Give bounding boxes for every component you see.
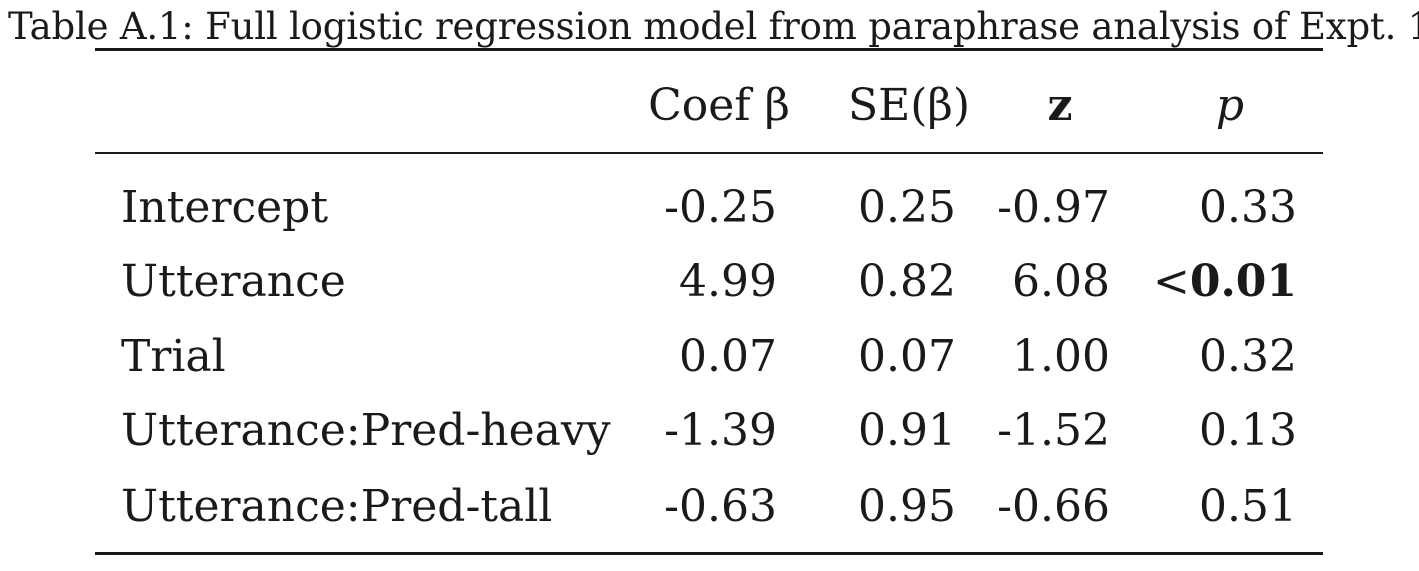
header-z: z: [1047, 80, 1073, 131]
row-p-significant: <0.01: [1130, 256, 1297, 308]
row-z: -0.97: [997, 182, 1110, 233]
row-term: Utterance: [121, 256, 346, 307]
header-se: SE(β): [847, 80, 970, 131]
header-coef: Coef β: [648, 80, 790, 131]
row-p: 0.32: [1199, 331, 1297, 382]
table-header-rule: [95, 152, 1323, 154]
row-coef: -0.25: [664, 182, 777, 233]
row-z: 6.08: [1012, 256, 1110, 307]
row-z: -0.66: [997, 481, 1110, 532]
row-p: 0.13: [1199, 405, 1297, 456]
row-p: 0.51: [1199, 481, 1297, 532]
row-term: Intercept: [121, 182, 329, 233]
row-z: -1.52: [997, 405, 1110, 456]
row-term: Utterance:Pred-heavy: [121, 405, 611, 456]
row-se: 0.91: [858, 405, 956, 456]
row-term: Utterance:Pred-tall: [121, 481, 553, 532]
row-coef: 4.99: [679, 256, 777, 307]
table-bottom-rule: [95, 552, 1323, 555]
p-value-bold: 0.01: [1189, 256, 1297, 307]
row-p: 0.33: [1199, 182, 1297, 233]
row-se: 0.95: [858, 481, 956, 532]
row-se: 0.25: [858, 182, 956, 233]
row-se: 0.07: [858, 331, 956, 382]
row-term: Trial: [121, 331, 226, 382]
row-coef: -0.63: [664, 481, 777, 532]
row-z: 1.00: [1012, 331, 1110, 382]
table-top-rule: [95, 48, 1323, 51]
row-coef: -1.39: [664, 405, 777, 456]
p-less-than-sign: <: [1152, 256, 1190, 307]
header-p: p: [1215, 80, 1245, 131]
row-se: 0.82: [858, 256, 956, 307]
table-caption: Table A.1: Full logistic regression mode…: [8, 5, 1419, 48]
row-coef: 0.07: [679, 331, 777, 382]
